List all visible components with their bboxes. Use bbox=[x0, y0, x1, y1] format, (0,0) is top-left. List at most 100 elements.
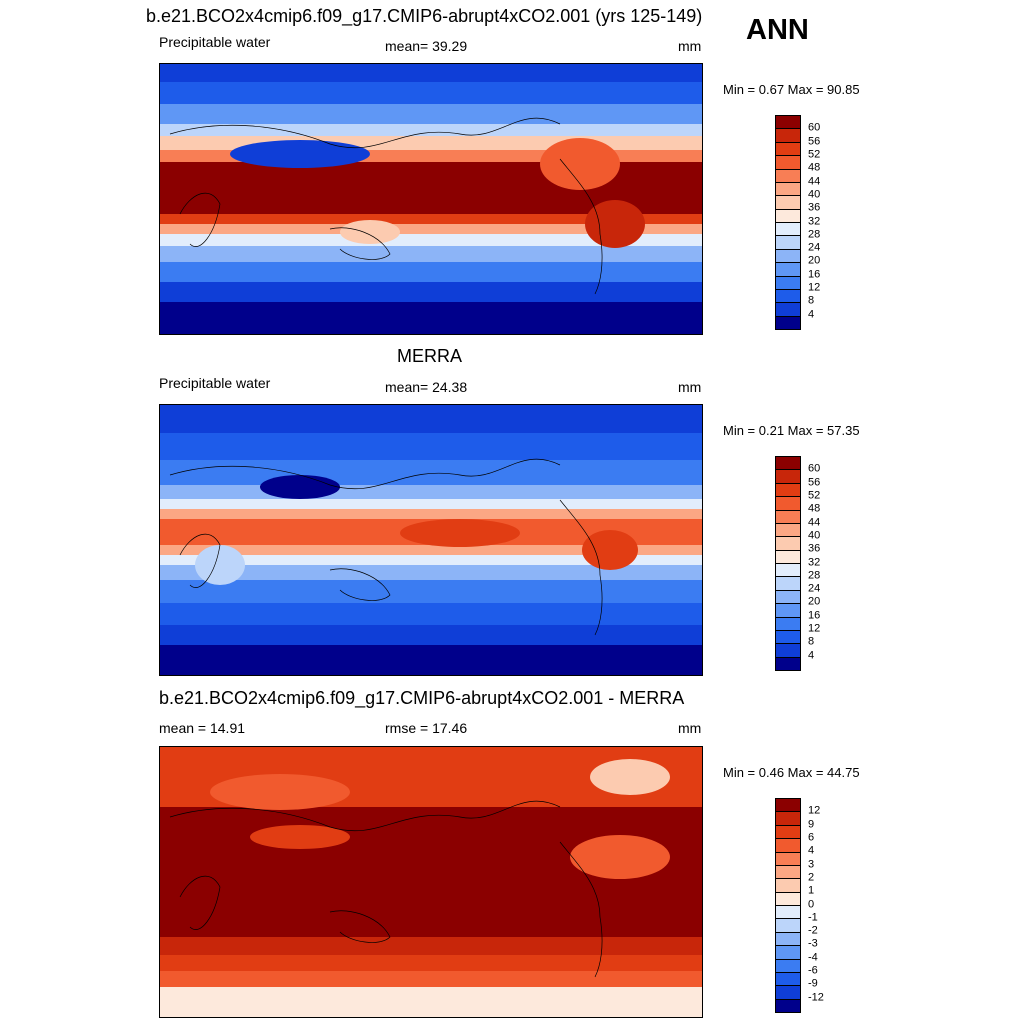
colorbar-tick-label: 24 bbox=[808, 241, 821, 254]
colorbar-cell bbox=[776, 537, 800, 551]
colorbar-tick-label: 28 bbox=[808, 228, 821, 241]
panel2-colorbar-ticks: 60 56 52 48 44 40 36 32 28 24 20 16 12 8… bbox=[808, 456, 848, 669]
colorbar-tick-label: 16 bbox=[808, 609, 821, 622]
colorbar-cell bbox=[776, 457, 800, 471]
colorbar-cell bbox=[776, 510, 800, 524]
colorbar-cell bbox=[776, 906, 800, 920]
colorbar-tick-label: 52 bbox=[808, 148, 821, 161]
colorbar-cell bbox=[776, 879, 800, 893]
colorbar-cell bbox=[776, 590, 800, 605]
colorbar-cell bbox=[776, 865, 800, 880]
colorbar-cell bbox=[776, 116, 800, 130]
colorbar-cell bbox=[776, 825, 800, 840]
colorbar-tick-label: 1 bbox=[808, 884, 815, 897]
colorbar-tick-label: -2 bbox=[808, 924, 818, 937]
colorbar-cell bbox=[776, 182, 800, 197]
colorbar-cell bbox=[776, 497, 800, 511]
colorbar-cell bbox=[776, 196, 800, 210]
panel2-map-field bbox=[160, 405, 702, 675]
colorbar-tick-label: -3 bbox=[808, 937, 818, 950]
colorbar-cell bbox=[776, 919, 800, 933]
colorbar-cell bbox=[776, 550, 800, 564]
colorbar-tick-label: 3 bbox=[808, 858, 815, 871]
colorbar-cell bbox=[776, 523, 800, 538]
figure-title: b.e21.BCO2x4cmip6.f09_g17.CMIP6-abrupt4x… bbox=[146, 6, 703, 26]
colorbar-tick-label: 12 bbox=[808, 804, 821, 817]
colorbar-tick-label: 56 bbox=[808, 476, 821, 489]
colorbar-tick-label: 4 bbox=[808, 308, 815, 321]
panel3-rmse-label: rmse = 17.46 bbox=[385, 720, 468, 736]
panel3-heading: b.e21.BCO2x4cmip6.f09_g17.CMIP6-abrupt4x… bbox=[159, 688, 685, 708]
colorbar-cell bbox=[776, 604, 800, 618]
panel1-map-field bbox=[160, 64, 702, 334]
colorbar-tick-label: 60 bbox=[808, 121, 821, 134]
colorbar-cell bbox=[776, 644, 800, 658]
colorbar-cell bbox=[776, 946, 800, 960]
colorbar-tick-label: 24 bbox=[808, 582, 821, 595]
colorbar-cell bbox=[776, 892, 800, 906]
colorbar-cell bbox=[776, 657, 800, 670]
colorbar-cell bbox=[776, 303, 800, 317]
colorbar-cell bbox=[776, 289, 800, 304]
colorbar-cell bbox=[776, 999, 800, 1012]
colorbar-cell bbox=[776, 839, 800, 853]
panel2-units-label: mm bbox=[678, 379, 702, 395]
colorbar-cell bbox=[776, 249, 800, 264]
colorbar-cell bbox=[776, 630, 800, 645]
colorbar-cell bbox=[776, 223, 800, 237]
colorbar-tick-label: 48 bbox=[808, 161, 821, 174]
colorbar-tick-label: 32 bbox=[808, 556, 821, 568]
panel1-variable-label: Precipitable water bbox=[159, 34, 271, 50]
panel2-map bbox=[159, 404, 703, 676]
colorbar-tick-label: 6 bbox=[808, 831, 815, 844]
panel3-map bbox=[159, 746, 703, 1018]
colorbar-cell bbox=[776, 932, 800, 947]
colorbar-tick-label: 48 bbox=[808, 502, 821, 515]
colorbar-tick-label: 44 bbox=[808, 175, 821, 188]
colorbar-cell bbox=[776, 156, 800, 170]
panel3-colorbar-ticks: 12 9 6 4 3 2 1 0 -1 -2 -3 -4 -6 -9 -12 bbox=[808, 798, 848, 1011]
colorbar-tick-label: 9 bbox=[808, 818, 815, 831]
colorbar-tick-label: -1 bbox=[808, 911, 818, 924]
colorbar-tick-label: -6 bbox=[808, 964, 818, 977]
panel3-colorbar bbox=[775, 798, 801, 1013]
panel1-units-label: mm bbox=[678, 38, 702, 54]
colorbar-cell bbox=[776, 209, 800, 223]
panel1-minmax: Min = 0.67 Max = 90.85 bbox=[723, 82, 860, 97]
colorbar-cell bbox=[776, 577, 800, 591]
colorbar-cell bbox=[776, 799, 800, 813]
panel3-map-field bbox=[160, 747, 702, 1017]
colorbar-cell bbox=[776, 276, 800, 290]
panel1-colorbar bbox=[775, 115, 801, 330]
colorbar-cell bbox=[776, 129, 800, 143]
colorbar-cell bbox=[776, 470, 800, 484]
colorbar-cell bbox=[776, 959, 800, 973]
panel2-variable-label: Precipitable water bbox=[159, 375, 271, 391]
colorbar-tick-label: 4 bbox=[808, 844, 815, 857]
panel2-colorbar bbox=[775, 456, 801, 671]
colorbar-tick-label: 40 bbox=[808, 188, 821, 201]
colorbar-tick-label: 36 bbox=[808, 542, 821, 555]
panel2-mean-label: mean= 24.38 bbox=[385, 379, 468, 395]
panel2-heading: MERRA bbox=[397, 346, 463, 366]
colorbar-tick-label: 8 bbox=[808, 635, 815, 648]
colorbar-cell bbox=[776, 483, 800, 498]
colorbar-tick-label: 52 bbox=[808, 489, 821, 502]
colorbar-tick-label: -9 bbox=[808, 977, 818, 990]
colorbar-cell bbox=[776, 617, 800, 631]
colorbar-cell bbox=[776, 169, 800, 183]
colorbar-tick-label: 36 bbox=[808, 201, 821, 214]
colorbar-cell bbox=[776, 564, 800, 578]
colorbar-tick-label: 4 bbox=[808, 649, 815, 662]
colorbar-tick-label: 2 bbox=[808, 871, 815, 884]
colorbar-cell bbox=[776, 972, 800, 987]
colorbar-tick-label: 12 bbox=[808, 622, 821, 635]
colorbar-tick-label: 44 bbox=[808, 516, 821, 529]
colorbar-cell bbox=[776, 142, 800, 157]
panel3-mean-label: mean = 14.91 bbox=[159, 720, 246, 736]
colorbar-cell bbox=[776, 986, 800, 1000]
colorbar-tick-label: 20 bbox=[808, 254, 821, 267]
panel1-map bbox=[159, 63, 703, 335]
panel1-colorbar-ticks: 60 56 52 48 44 40 36 32 28 24 20 16 12 8… bbox=[808, 115, 848, 328]
colorbar-tick-label: -4 bbox=[808, 951, 818, 964]
